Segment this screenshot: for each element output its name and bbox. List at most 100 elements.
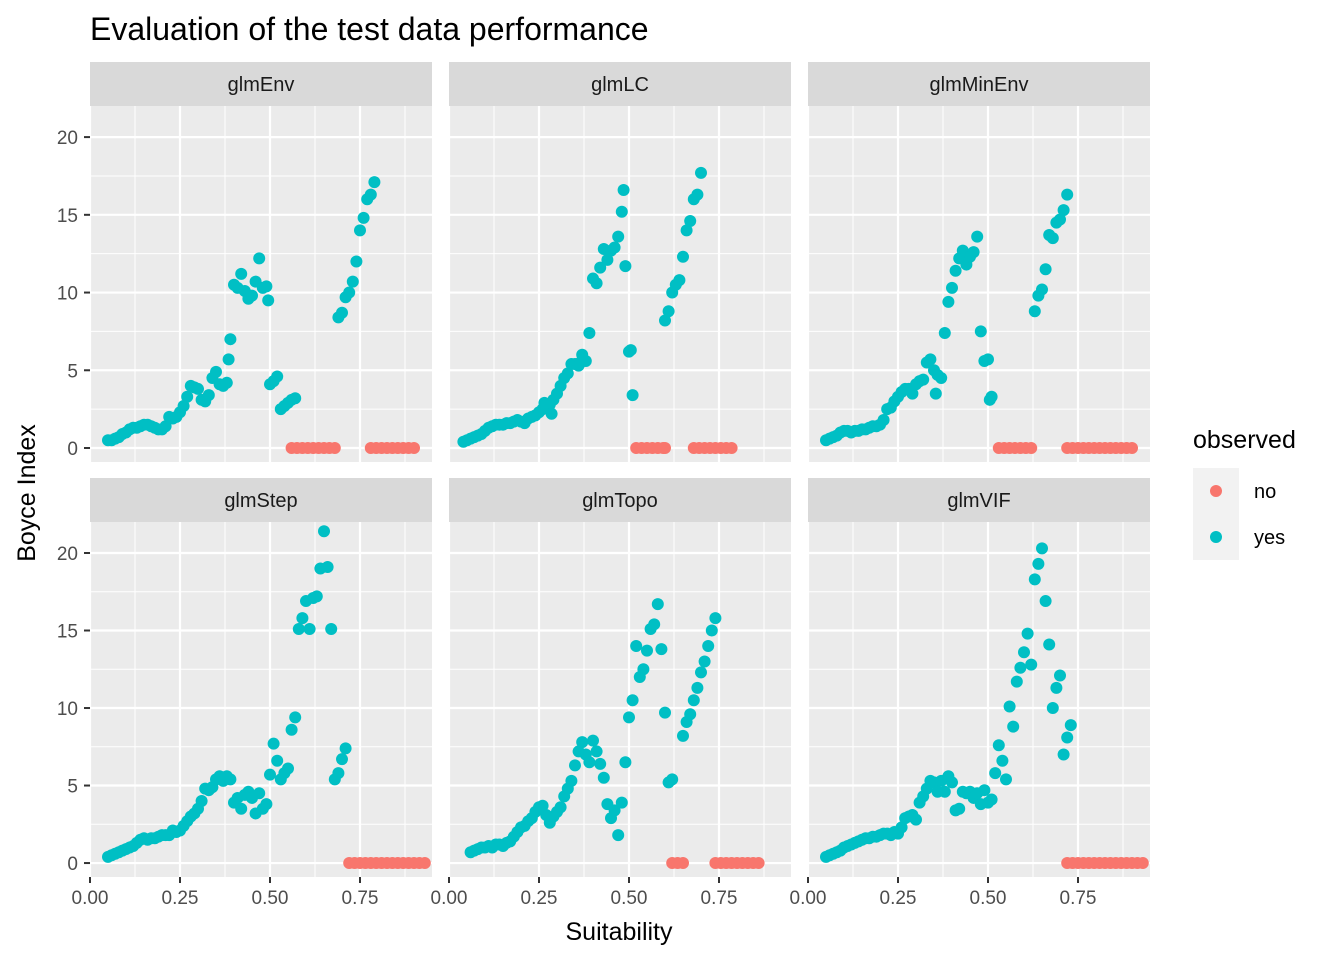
x-tick-label: 0.00 xyxy=(790,888,827,909)
data-point-yes xyxy=(677,729,689,742)
x-tick-label: 0.50 xyxy=(252,888,289,909)
data-point-yes xyxy=(282,762,294,775)
data-point-yes xyxy=(967,246,980,259)
y-tick-label: 20 xyxy=(57,544,78,565)
data-point-yes xyxy=(942,295,955,308)
data-point-yes xyxy=(545,407,558,420)
y-tick-label: 15 xyxy=(57,622,78,643)
data-point-yes xyxy=(346,275,359,288)
y-tick-label: 20 xyxy=(57,128,78,149)
data-point-yes xyxy=(1003,700,1016,713)
data-point-yes xyxy=(159,420,172,433)
data-point-yes xyxy=(224,773,237,786)
data-point-yes xyxy=(659,314,671,327)
data-point-yes xyxy=(895,821,908,834)
data-point-yes xyxy=(364,188,377,201)
data-point-yes xyxy=(195,795,208,808)
legend-label-yes: yes xyxy=(1254,527,1285,549)
data-point-yes xyxy=(1050,681,1063,694)
data-point-yes xyxy=(332,767,345,780)
data-point-yes xyxy=(222,353,235,366)
panel-background xyxy=(449,106,791,462)
data-point-yes xyxy=(271,370,284,383)
data-point-yes xyxy=(691,188,704,201)
legend-key-yes xyxy=(1210,531,1222,543)
data-point-yes xyxy=(1000,773,1012,786)
data-point-yes xyxy=(321,560,334,573)
data-point-no xyxy=(752,857,765,870)
data-point-yes xyxy=(1054,669,1066,682)
data-point-yes xyxy=(368,176,381,189)
x-tick-label: 0.25 xyxy=(162,888,199,909)
panel-strip xyxy=(90,62,432,106)
data-point-yes xyxy=(906,387,919,400)
data-point-yes xyxy=(935,372,948,385)
y-tick-label: 10 xyxy=(57,284,78,305)
data-point-yes xyxy=(938,785,951,798)
data-point-yes xyxy=(985,390,998,403)
data-point-yes xyxy=(590,277,603,290)
legend-key-no xyxy=(1210,485,1222,497)
x-tick-label: 0.75 xyxy=(1060,888,1097,909)
data-point-yes xyxy=(608,241,621,254)
data-point-yes xyxy=(1010,675,1023,688)
data-point-yes xyxy=(617,183,630,196)
data-point-yes xyxy=(655,643,668,656)
y-tick-label: 5 xyxy=(67,777,78,798)
data-point-yes xyxy=(587,734,599,747)
data-point-yes xyxy=(624,344,637,357)
data-point-yes xyxy=(953,802,966,815)
data-point-yes xyxy=(702,640,715,653)
legend-title: observed xyxy=(1193,426,1296,454)
data-point-yes xyxy=(938,326,951,339)
data-point-yes xyxy=(637,663,650,676)
panel-strip xyxy=(449,478,791,522)
data-point-yes xyxy=(264,768,276,781)
x-tick-label: 0.00 xyxy=(72,888,109,909)
legend-entry-no: no xyxy=(1193,468,1276,514)
data-point-yes xyxy=(1036,283,1048,296)
data-point-yes xyxy=(285,723,298,736)
data-point-yes xyxy=(1061,188,1074,201)
data-point-yes xyxy=(235,802,248,815)
data-point-yes xyxy=(289,711,302,724)
data-point-no xyxy=(725,442,738,455)
data-point-yes xyxy=(565,774,578,787)
data-point-yes xyxy=(666,773,679,786)
panel-strip-label: glmMinEnv xyxy=(930,74,1029,96)
data-point-yes xyxy=(1061,731,1074,744)
data-point-yes xyxy=(260,798,273,811)
legend: observed no yes xyxy=(1193,426,1296,560)
panel-glmTopo: glmTopo 0.00 0.25 0.50 0.75 xyxy=(431,478,791,909)
data-point-yes xyxy=(695,666,707,679)
data-point-yes xyxy=(1025,658,1038,671)
data-point-yes xyxy=(318,525,330,538)
data-point-yes xyxy=(608,804,621,817)
y-tick-label: 5 xyxy=(67,361,78,382)
data-point-yes xyxy=(630,640,643,653)
panel-background xyxy=(90,522,432,877)
x-axis-label: Suitability xyxy=(566,918,673,946)
data-point-yes xyxy=(292,622,305,635)
panel-strip-label: glmStep xyxy=(224,490,297,512)
panel-strip-label: glmLC xyxy=(591,74,649,96)
data-point-no xyxy=(677,857,689,870)
data-point-yes xyxy=(590,745,603,758)
data-point-yes xyxy=(220,376,233,389)
data-point-yes xyxy=(651,598,664,611)
panel-strip xyxy=(808,478,1150,522)
data-point-yes xyxy=(253,252,266,265)
data-point-yes xyxy=(1043,638,1056,651)
x-tick-label: 0.75 xyxy=(701,888,738,909)
data-point-yes xyxy=(303,622,316,635)
data-point-yes xyxy=(271,754,284,767)
data-point-yes xyxy=(1054,213,1066,226)
legend-label-no: no xyxy=(1254,481,1276,503)
data-point-yes xyxy=(235,267,248,280)
x-tick-label: 0.50 xyxy=(970,888,1007,909)
data-point-yes xyxy=(615,796,628,809)
data-point-yes xyxy=(253,787,266,800)
y-tick-label: 10 xyxy=(57,699,78,720)
data-point-yes xyxy=(982,353,994,366)
y-tick-label: 0 xyxy=(67,439,78,460)
